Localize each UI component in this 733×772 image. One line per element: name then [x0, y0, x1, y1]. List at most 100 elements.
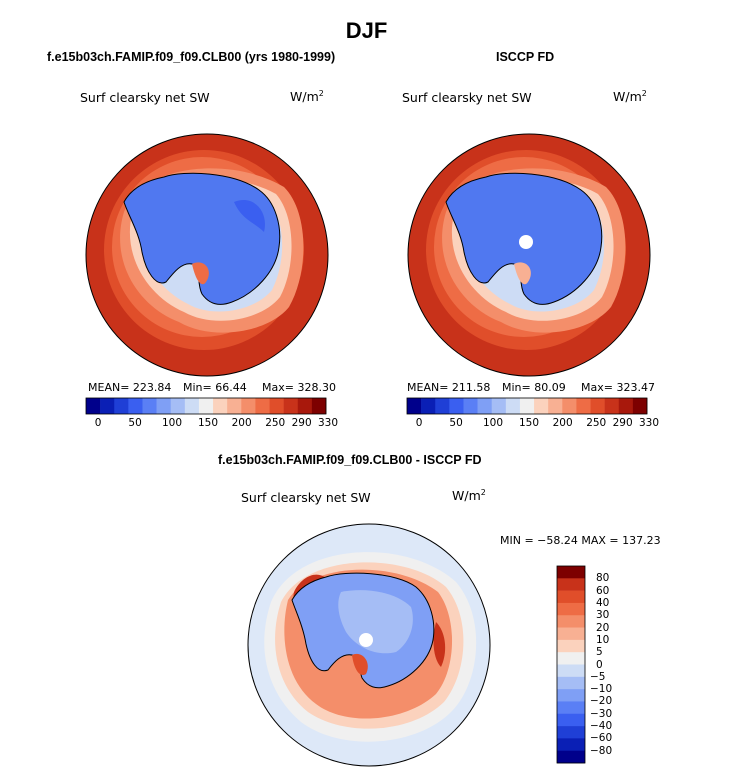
obs-colorbar-swatch-1 — [421, 398, 436, 414]
diff-colorbar-swatch-4 — [557, 615, 585, 628]
model-colorbar-swatch-3 — [128, 398, 143, 414]
obs-colorbar-tick-label: 50 — [449, 417, 463, 429]
diff-pole-hole — [359, 633, 373, 647]
diff-colorbar-tick-label: 80 — [596, 572, 610, 585]
diff-colorbar-swatch-0 — [557, 566, 585, 579]
model-ross-ice-shelf — [192, 262, 209, 285]
diff-colorbar-swatch-10 — [557, 689, 585, 702]
obs-stat-max: Max= 323.47 — [581, 381, 655, 394]
obs-colorbar-swatch-13 — [590, 398, 605, 414]
obs-colorbar-swatch-8 — [519, 398, 535, 414]
model-colorbar-tick-label: 250 — [265, 417, 286, 429]
model-colorbar-swatch-15 — [297, 398, 313, 414]
diff-ross-anomaly — [352, 653, 368, 676]
diff-colorbar-swatch-2 — [557, 590, 585, 604]
obs-colorbar-swatch-2 — [435, 398, 450, 414]
model-colorbar-swatch-4 — [142, 398, 157, 414]
obs-colorbar-swatch-9 — [534, 398, 549, 414]
obs-colorbar — [406, 397, 648, 415]
model-colorbar-swatch-7 — [184, 398, 200, 414]
figure-season-title: DJF — [345, 18, 388, 43]
model-colorbar-swatch-14 — [283, 398, 299, 414]
obs-colorbar-swatch-14 — [604, 398, 620, 414]
obs-colorbar-swatch-3 — [449, 398, 464, 414]
obs-ross-ice-shelf — [514, 262, 531, 285]
model-colorbar-tick-label: 290 — [291, 417, 312, 429]
model-colorbar-frame — [85, 397, 327, 415]
diff-colorbar-swatch-14 — [557, 738, 585, 751]
obs-colorbar-swatch-0 — [407, 398, 422, 414]
obs-colorbar-tick-label: 290 — [612, 417, 633, 429]
obs-panel-variable: Surf clearsky net SW — [402, 90, 532, 105]
obs-panel-title: ISCCP FD — [496, 50, 555, 64]
obs-colorbar-tick-label: 250 — [586, 417, 607, 429]
diff-colorbar-swatch-11 — [557, 701, 585, 715]
model-polar-map — [85, 133, 329, 377]
obs-colorbar-swatch-12 — [576, 398, 591, 414]
model-colorbar-swatch-8 — [198, 398, 214, 414]
diff-colorbar-tick-label: 10 — [596, 633, 610, 646]
diff-colorbar-swatch-3 — [557, 602, 585, 616]
obs-colorbar-frame — [406, 397, 648, 415]
obs-colorbar-tick-label: 330 — [639, 417, 660, 429]
diff-colorbar-ticks: 80 60 40 30 20 10 5 0 −5 −10 −20 −30 −40 −60 −80 — [590, 566, 630, 763]
model-colorbar-swatch-16 — [311, 398, 327, 414]
diff-colorbar-tick-label: 20 — [596, 621, 610, 634]
obs-colorbar-swatch-6 — [491, 398, 507, 414]
model-stat-min: Min= 66.44 — [183, 381, 247, 394]
diff-panel-title: f.e15b03ch.FAMIP.f09_f09.CLB00 - ISCCP F… — [218, 453, 482, 467]
model-ice-patch-1 — [234, 200, 265, 232]
diff-colorbar-tick-label: −10 — [590, 683, 613, 696]
diff-colorbar-tick-label: 60 — [596, 584, 610, 597]
model-colorbar-swatch-6 — [170, 398, 186, 414]
diff-polar-map — [247, 523, 491, 767]
diff-colorbar-tick-label: 30 — [596, 609, 610, 622]
obs-colorbar-tick-label: 100 — [483, 417, 504, 429]
model-colorbar-swatch-10 — [227, 398, 242, 414]
diff-colorbar-swatch-13 — [557, 726, 585, 739]
obs-panel-units: W/m2 — [613, 88, 647, 104]
model-colorbar-tick-label: 200 — [231, 417, 252, 429]
diff-colorbar-tick-label: −60 — [590, 732, 613, 745]
diff-colorbar-tick-label: 5 — [596, 646, 603, 659]
model-colorbar-tick-label: 50 — [128, 417, 142, 429]
model-colorbar-tick-label: 100 — [162, 417, 183, 429]
obs-polar-map — [407, 133, 651, 377]
diff-positive-east — [433, 622, 446, 667]
diff-colorbar-tick-label: 0 — [596, 658, 603, 671]
diff-colorbar-swatch-9 — [557, 676, 585, 690]
model-stat-max: Max= 328.30 — [262, 381, 336, 394]
model-colorbar-swatch-11 — [241, 398, 256, 414]
diff-colorbar-swatch-15 — [557, 750, 585, 764]
model-colorbar-swatch-13 — [269, 398, 284, 414]
obs-colorbar-swatch-7 — [505, 398, 521, 414]
diff-colorbar-tick-label: −80 — [590, 744, 613, 757]
model-panel-variable: Surf clearsky net SW — [80, 90, 210, 105]
diff-panel-units: W/m2 — [452, 487, 486, 503]
diff-colorbar-swatch-6 — [557, 639, 585, 653]
model-colorbar — [85, 397, 327, 415]
obs-colorbar-tick-label: 150 — [519, 417, 540, 429]
model-colorbar-swatch-0 — [86, 398, 101, 414]
diff-colorbar-swatch-12 — [557, 713, 585, 727]
obs-colorbar-tick-label: 0 — [415, 417, 423, 429]
obs-colorbar-ticks: 0 50 100 150 200 250 290 330 — [407, 417, 659, 431]
obs-colorbar-swatch-11 — [562, 398, 577, 414]
model-colorbar-tick-label: 150 — [198, 417, 219, 429]
obs-stat-mean: MEAN= 211.58 — [407, 381, 491, 394]
diff-colorbar-tick-label: −30 — [590, 707, 613, 720]
model-colorbar-tick-label: 0 — [94, 417, 102, 429]
obs-colorbar-swatch-10 — [548, 398, 563, 414]
diff-panel-variable: Surf clearsky net SW — [241, 490, 371, 505]
diff-colorbar-swatch-7 — [557, 652, 585, 665]
diff-colorbar-tick-label: 40 — [596, 596, 610, 609]
model-colorbar-tick-label: 330 — [318, 417, 339, 429]
diff-colorbar-swatch-8 — [557, 664, 585, 678]
obs-colorbar-swatch-5 — [477, 398, 493, 414]
model-panel-title: f.e15b03ch.FAMIP.f09_f09.CLB00 (yrs 1980… — [47, 50, 336, 64]
model-colorbar-swatch-5 — [156, 398, 172, 414]
diff-colorbar-swatch-1 — [557, 578, 585, 591]
model-colorbar-swatch-1 — [100, 398, 115, 414]
diff-colorbar-frame — [556, 565, 586, 764]
diff-colorbar-tick-label: −20 — [590, 695, 613, 708]
